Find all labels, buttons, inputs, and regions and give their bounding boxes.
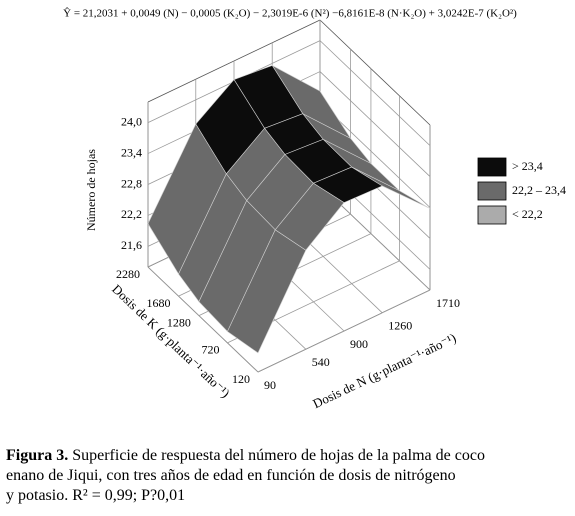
caption-text: y potasio. R² = 0,99; P?0,01 [6,487,186,504]
z-axis-label: Número de hojas [84,149,98,231]
legend-label: < 22,2 [512,207,543,221]
z-tick-label: 22,2 [121,207,142,221]
z-tick-label: 24,0 [121,114,142,128]
z-tick-label: 22,8 [121,176,142,190]
caption: Figura 3. Superficie de respuesta del nú… [6,446,485,506]
grid-line [319,40,431,146]
legend-label: > 23,4 [512,159,543,173]
y-tick-label: 120 [232,372,250,386]
grid-line [257,289,431,373]
y-tick-label: 720 [201,343,219,357]
legend-swatch [477,205,507,225]
caption-line: Figura 3. Superficie de respuesta del nú… [6,446,485,466]
y-tick-label: 2280 [116,267,140,281]
x-axis-label: Dosis de N (g·planta⁻¹·año⁻¹) [310,330,458,411]
x-tick-label: 900 [350,337,368,351]
equation: Ŷ = 21,2031 + 0,0049 (N) − 0,0005 (K₂O) … [63,8,517,20]
z-tick-label: 23,4 [121,145,142,159]
caption-text: enano de Jiqui, con tres años de edad en… [6,467,456,484]
chart: Ŷ = 21,2031 + 0,0049 (N) − 0,0005 (K₂O) … [63,8,566,412]
x-tick-label: 1260 [388,319,412,333]
legend-swatch [477,157,507,177]
x-tick-label: 540 [312,355,330,369]
y-tick-label: 1680 [147,296,171,310]
x-tick-label: 90 [264,378,276,392]
surface-patch [227,229,307,354]
caption-label: Figura 3. [6,447,69,464]
legend-label: 22,2 – 23,4 [512,183,566,197]
grid-line [319,71,431,177]
caption-text: Superficie de respuesta del número de ho… [68,447,485,464]
box-edge [319,19,431,126]
x-tick-label: 1710 [436,296,460,310]
grid-line [147,266,259,373]
legend-swatch [477,181,507,201]
y-tick-label: 1280 [167,315,191,329]
z-tick-label: 21,6 [121,238,142,252]
